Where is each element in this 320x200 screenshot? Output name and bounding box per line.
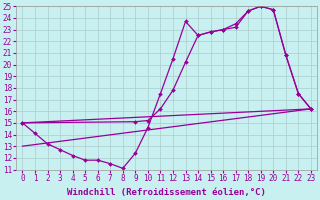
X-axis label: Windchill (Refroidissement éolien,°C): Windchill (Refroidissement éolien,°C) bbox=[67, 188, 266, 197]
